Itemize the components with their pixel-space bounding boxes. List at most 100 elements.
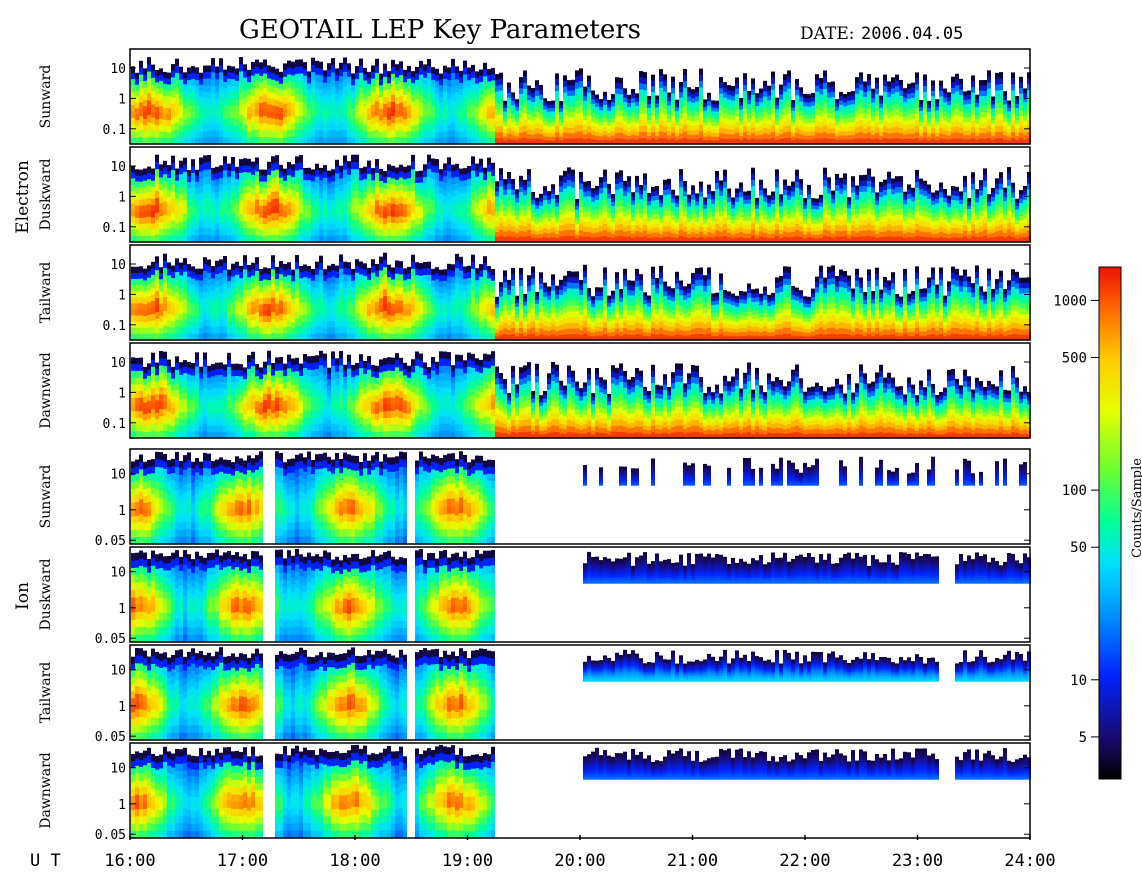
spectrogram-cell bbox=[135, 205, 139, 213]
spectrogram-cell bbox=[851, 117, 855, 123]
spectrogram-cell bbox=[599, 136, 603, 141]
spectrogram-cell bbox=[515, 211, 519, 217]
spectrogram-cell bbox=[847, 113, 851, 119]
spectrogram-cell bbox=[775, 223, 779, 231]
spectrogram-cell bbox=[579, 230, 583, 237]
spectrogram-cell bbox=[503, 133, 507, 138]
spectrogram-cell bbox=[623, 226, 627, 233]
spectrogram-cell bbox=[291, 183, 295, 191]
spectrogram-cell bbox=[735, 116, 739, 123]
spectrogram-cell bbox=[559, 175, 563, 182]
spectrogram-cell bbox=[651, 223, 655, 229]
spectrogram-cell bbox=[863, 133, 867, 140]
spectrogram-cell bbox=[211, 72, 215, 81]
spectrogram-cell bbox=[567, 96, 571, 102]
spectrogram-cell bbox=[811, 223, 815, 228]
spectrogram-cell bbox=[575, 231, 579, 236]
spectrogram-cell bbox=[911, 133, 915, 140]
spectrogram-cell bbox=[179, 167, 183, 175]
spectrogram-cell bbox=[539, 129, 543, 135]
spectrogram-cell bbox=[147, 78, 151, 87]
spectrogram-cell bbox=[875, 233, 879, 239]
spectrogram-cell bbox=[539, 114, 543, 120]
spectrogram-cell bbox=[327, 130, 331, 138]
spectrogram-cell bbox=[595, 123, 599, 129]
spectrogram-cell bbox=[631, 125, 635, 131]
spectrogram-cell bbox=[851, 139, 855, 145]
spectrogram-cell bbox=[427, 94, 431, 103]
spectrogram-cell bbox=[475, 77, 479, 85]
spectrogram-cell bbox=[511, 189, 515, 196]
spectrogram-cell bbox=[463, 67, 467, 76]
spectrogram-cell bbox=[559, 225, 563, 232]
spectrogram-cell bbox=[199, 213, 203, 222]
spectrogram-cell bbox=[371, 223, 375, 231]
spectrogram-cell bbox=[839, 100, 843, 106]
spectrogram-cell bbox=[615, 132, 619, 140]
spectrogram-cell bbox=[675, 132, 679, 138]
spectrogram-cell bbox=[399, 102, 403, 111]
spectrogram-cell bbox=[1027, 108, 1031, 115]
spectrogram-cell bbox=[875, 77, 879, 84]
spectrogram-cell bbox=[275, 106, 279, 114]
spectrogram-cell bbox=[419, 170, 423, 178]
spectrogram-cell bbox=[299, 115, 303, 124]
spectrogram-cell bbox=[579, 206, 583, 214]
spectrogram-cell bbox=[143, 211, 147, 219]
spectrogram-cell bbox=[691, 223, 695, 229]
spectrogram-cell bbox=[255, 199, 259, 208]
spectrogram-cell bbox=[195, 205, 199, 213]
spectrogram-cell bbox=[483, 204, 487, 212]
spectrogram-cell bbox=[731, 86, 735, 92]
spectrogram-cell bbox=[543, 214, 547, 220]
spectrogram-cell bbox=[683, 100, 687, 108]
spectrogram-cell bbox=[939, 138, 943, 145]
spectrogram-cell bbox=[483, 96, 487, 104]
spectrogram-cell bbox=[583, 105, 587, 112]
spectrogram-cell bbox=[575, 220, 579, 225]
spectrogram-cell bbox=[171, 155, 175, 164]
spectrogram-cell bbox=[315, 102, 319, 110]
spectrogram-cell bbox=[747, 224, 751, 230]
spectrogram-cell bbox=[151, 124, 155, 132]
spectrogram-cell bbox=[759, 88, 763, 94]
spectrogram-cell bbox=[847, 100, 851, 106]
spectrogram-cell bbox=[307, 125, 311, 133]
spectrogram-cell bbox=[571, 217, 575, 225]
spectrogram-cell bbox=[403, 216, 407, 224]
spectrogram-cell bbox=[867, 103, 871, 110]
spectrogram-cell bbox=[935, 99, 939, 104]
spectrogram-cell bbox=[187, 118, 191, 126]
spectrogram-cell bbox=[755, 135, 759, 141]
spectrogram-cell bbox=[279, 95, 283, 103]
spectrogram-cell bbox=[831, 91, 835, 98]
spectrogram-cell bbox=[635, 225, 639, 232]
spectrogram-cell bbox=[515, 114, 519, 119]
spectrogram-cell bbox=[695, 201, 699, 207]
spectrogram-cell bbox=[135, 199, 139, 207]
spectrogram-cell bbox=[511, 101, 515, 106]
spectrogram-cell bbox=[279, 113, 283, 121]
spectrogram-cell bbox=[683, 137, 687, 145]
spectrogram-cell bbox=[379, 138, 383, 145]
spectrogram-cell bbox=[347, 76, 351, 84]
spectrogram-cell bbox=[211, 136, 215, 145]
spectrogram-cell bbox=[399, 68, 403, 76]
spectrogram-cell bbox=[739, 124, 743, 130]
spectrogram-cell bbox=[455, 163, 459, 171]
spectrogram-cell bbox=[835, 117, 839, 123]
spectrogram-cell bbox=[675, 203, 679, 208]
spectrogram-cell bbox=[771, 77, 775, 85]
spectrogram-cell bbox=[675, 125, 679, 130]
spectrogram-cell bbox=[695, 87, 699, 93]
spectrogram-cell bbox=[979, 106, 983, 113]
spectrogram-cell bbox=[723, 205, 727, 213]
spectrogram-cell bbox=[723, 133, 727, 140]
spectrogram-cell bbox=[523, 179, 527, 186]
spectrogram-cell bbox=[171, 110, 175, 118]
spectrogram-cell bbox=[515, 129, 519, 134]
spectrogram-cell bbox=[479, 106, 483, 114]
spectrogram-cell bbox=[743, 199, 747, 205]
spectrogram-cell bbox=[283, 117, 287, 125]
spectrogram-cell bbox=[495, 103, 499, 110]
